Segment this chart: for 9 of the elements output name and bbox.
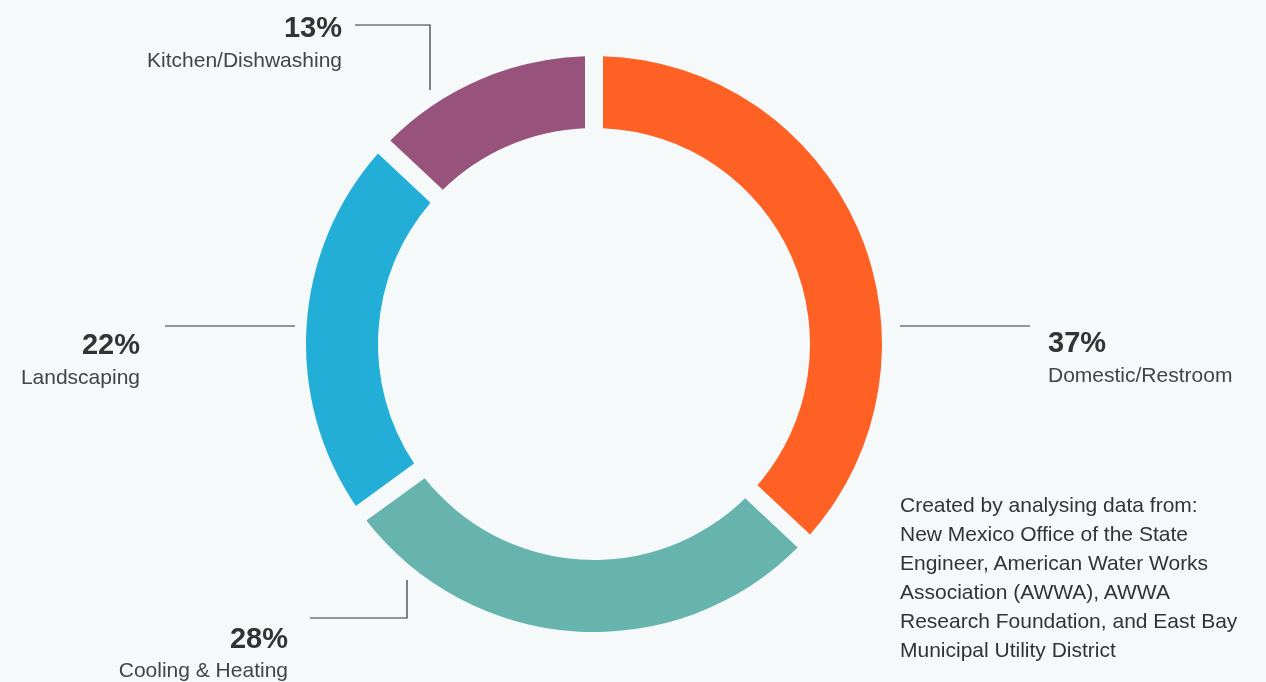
slice-label: Domestic/Restroom (1048, 363, 1233, 386)
data-label: 37% (1048, 326, 1107, 358)
slice-label: Kitchen/Dishwashing (147, 48, 342, 71)
data-label: 22% (81, 328, 141, 360)
text: Created by analysing data from: New Mexico Office of the State Engineer, American Water Works Association (AWWA), AWWA Research Foundation, and East Bay Municipal Utility District (900, 493, 1238, 661)
slice-label: Landscaping (20, 365, 140, 388)
data-label: 28% (229, 622, 289, 654)
data-label: 13% (283, 11, 343, 43)
slice-label: Cooling & Heating (118, 658, 288, 681)
